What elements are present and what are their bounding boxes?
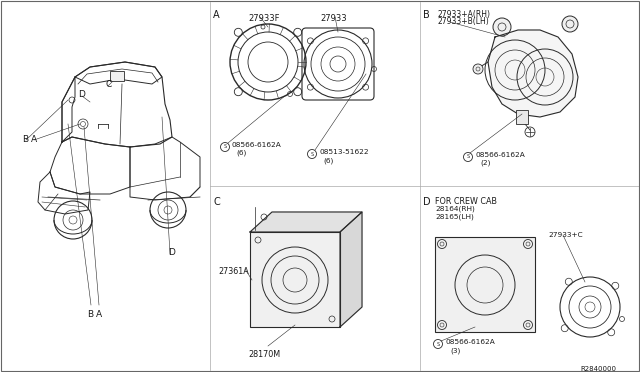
Text: 27361A: 27361A bbox=[218, 267, 249, 276]
Bar bbox=[110, 71, 124, 81]
Circle shape bbox=[473, 64, 483, 74]
Text: (6): (6) bbox=[236, 150, 246, 157]
Text: S: S bbox=[467, 154, 470, 160]
Text: 28164(RH): 28164(RH) bbox=[435, 205, 475, 212]
Text: B: B bbox=[423, 10, 429, 20]
Bar bbox=[250, 232, 340, 327]
Polygon shape bbox=[340, 212, 362, 327]
Text: D: D bbox=[78, 90, 85, 99]
Text: A: A bbox=[96, 310, 102, 319]
Text: S: S bbox=[223, 144, 227, 150]
Text: 28165(LH): 28165(LH) bbox=[435, 213, 474, 219]
Text: C: C bbox=[105, 80, 111, 89]
Text: R2840000: R2840000 bbox=[580, 366, 616, 372]
Text: (3): (3) bbox=[450, 347, 460, 353]
Text: D: D bbox=[168, 248, 175, 257]
Text: FOR CREW CAB: FOR CREW CAB bbox=[435, 197, 497, 206]
Text: B: B bbox=[87, 310, 93, 319]
Text: B: B bbox=[22, 135, 28, 144]
Text: C: C bbox=[213, 197, 220, 207]
Text: (6): (6) bbox=[323, 157, 333, 164]
Circle shape bbox=[562, 16, 578, 32]
Circle shape bbox=[493, 18, 511, 36]
Text: S: S bbox=[436, 341, 440, 346]
Text: D: D bbox=[423, 197, 431, 207]
Text: 27933+B(LH): 27933+B(LH) bbox=[437, 17, 489, 26]
Text: 27933: 27933 bbox=[320, 14, 347, 23]
Polygon shape bbox=[250, 212, 362, 232]
Text: A: A bbox=[213, 10, 220, 20]
Text: 08513-51622: 08513-51622 bbox=[319, 149, 369, 155]
Text: S: S bbox=[310, 151, 314, 157]
Text: 28170M: 28170M bbox=[248, 350, 280, 359]
Bar bbox=[516, 110, 528, 124]
Text: A: A bbox=[31, 135, 37, 144]
Text: 08566-6162A: 08566-6162A bbox=[232, 142, 282, 148]
Polygon shape bbox=[488, 30, 578, 117]
Text: 08566-6162A: 08566-6162A bbox=[476, 152, 525, 158]
Text: 27933+C: 27933+C bbox=[548, 232, 582, 238]
Text: (2): (2) bbox=[480, 160, 490, 167]
Text: 08566-6162A: 08566-6162A bbox=[446, 339, 496, 345]
Text: 27933F: 27933F bbox=[248, 14, 280, 23]
Text: 27933+A(RH): 27933+A(RH) bbox=[437, 10, 490, 19]
Bar bbox=[435, 237, 535, 332]
